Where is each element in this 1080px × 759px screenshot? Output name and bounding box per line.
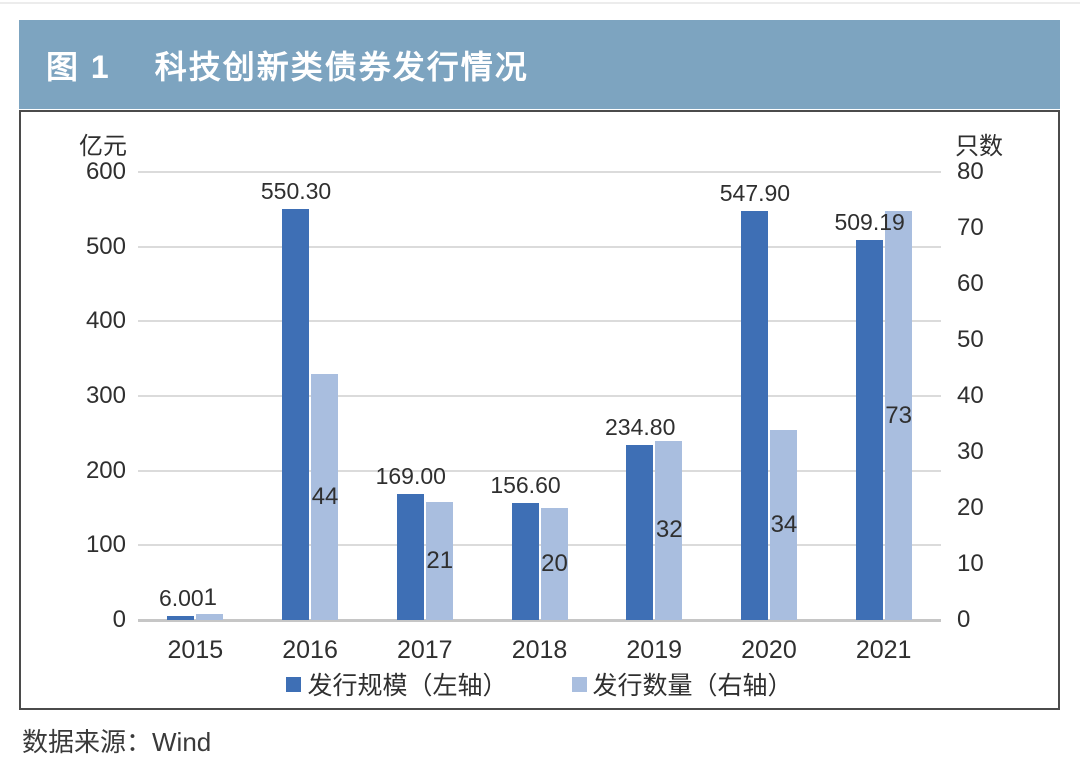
scale-value-label: 156.60 bbox=[490, 472, 561, 499]
plot-area: 亿元 只数 发行规模（左轴） 发行数量（右轴） 0 100 200 300 400 500… bbox=[21, 112, 1058, 708]
count-value-label: 20 bbox=[541, 550, 568, 577]
data-source-note: 数据来源：Wind bbox=[22, 727, 212, 757]
y-right-tick-label: 0 bbox=[957, 606, 971, 633]
bar-scale-2021 bbox=[855, 239, 883, 620]
gridline bbox=[138, 171, 941, 173]
figure-title: 科技创新类债券发行情况 bbox=[154, 48, 529, 85]
y-right-tick-label: 70 bbox=[957, 214, 984, 241]
legend-label-count: 发行数量（右轴） bbox=[592, 672, 793, 700]
y-left-tick-label: 500 bbox=[85, 232, 126, 260]
x-axis-label: 2017 bbox=[396, 636, 453, 664]
y-right-tick-label: 20 bbox=[957, 494, 984, 521]
gridline bbox=[138, 245, 941, 248]
y-left-tick-label: 0 bbox=[112, 606, 126, 633]
scale-value-label: 234.80 bbox=[605, 413, 676, 440]
x-axis-baseline bbox=[138, 619, 941, 622]
y-left-tick-label: 100 bbox=[85, 531, 126, 559]
x-axis-label: 2016 bbox=[282, 636, 338, 664]
y-left-tick-label: 300 bbox=[85, 382, 126, 409]
gridline bbox=[138, 320, 941, 323]
y-right-tick-label: 80 bbox=[957, 158, 984, 185]
bar-scale-2016 bbox=[282, 209, 310, 620]
bar-scale-2018 bbox=[511, 503, 539, 620]
right-axis-unit-label: 只数 bbox=[955, 133, 1003, 160]
legend-swatch-count bbox=[571, 676, 587, 692]
scale-value-label: 6.00 bbox=[158, 584, 204, 611]
bar-scale-2015 bbox=[167, 615, 195, 620]
y-right-tick-label: 60 bbox=[957, 270, 984, 297]
y-right-tick-label: 10 bbox=[957, 550, 984, 577]
chart-frame: 亿元 只数 发行规模（左轴） 发行数量（右轴） 0 100 200 300 400 500… bbox=[19, 110, 1060, 710]
y-right-tick-label: 30 bbox=[957, 438, 984, 465]
page-top-rule bbox=[0, 2, 1080, 4]
bar-count-2021 bbox=[884, 211, 912, 620]
count-value-label: 73 bbox=[885, 401, 912, 429]
y-right-tick-label: 40 bbox=[957, 382, 984, 409]
count-value-label: 44 bbox=[311, 482, 339, 510]
x-axis-label: 2021 bbox=[855, 636, 912, 664]
y-left-tick-label: 400 bbox=[85, 307, 126, 335]
bar-scale-2017 bbox=[396, 493, 424, 620]
bar-scale-2019 bbox=[626, 444, 654, 620]
scale-value-label: 547.90 bbox=[719, 179, 791, 206]
count-value-label: 32 bbox=[655, 516, 683, 544]
x-axis-label: 2019 bbox=[626, 636, 683, 664]
figure-title-bar: 图 1 科技创新类债券发行情况 bbox=[19, 20, 1060, 109]
count-value-label: 21 bbox=[426, 547, 454, 575]
gridline bbox=[138, 544, 941, 547]
legend-label-scale: 发行规模（左轴） bbox=[307, 672, 508, 700]
bar-count-2016 bbox=[311, 373, 339, 620]
bar-count-2018 bbox=[540, 508, 568, 620]
legend-swatch-scale bbox=[286, 676, 302, 692]
y-left-tick-label: 200 bbox=[85, 456, 126, 484]
count-value-label: 1 bbox=[203, 584, 218, 612]
x-axis-label: 2018 bbox=[511, 636, 568, 664]
scale-value-label: 509.19 bbox=[834, 208, 905, 235]
gridline bbox=[138, 395, 941, 397]
y-left-tick-label: 600 bbox=[85, 158, 126, 185]
scale-value-label: 550.30 bbox=[260, 178, 332, 205]
x-axis-label: 2015 bbox=[167, 636, 224, 664]
y-right-tick-label: 50 bbox=[957, 326, 984, 353]
count-value-label: 34 bbox=[770, 510, 798, 538]
chart-legend: 发行规模（左轴） 发行数量（右轴） bbox=[21, 666, 1058, 702]
figure-number: 图 1 bbox=[46, 48, 111, 85]
scale-value-label: 169.00 bbox=[375, 462, 446, 489]
gridline bbox=[138, 469, 941, 472]
bar-count-2015 bbox=[196, 614, 224, 620]
legend-item-scale: 发行规模（左轴） bbox=[286, 666, 508, 702]
bar-scale-2020 bbox=[740, 210, 768, 620]
bar-count-2019 bbox=[655, 440, 683, 620]
left-axis-unit-label: 亿元 bbox=[79, 133, 127, 160]
x-axis-label: 2020 bbox=[741, 636, 797, 664]
bar-count-2020 bbox=[769, 429, 797, 620]
bar-count-2017 bbox=[425, 502, 453, 620]
legend-item-count: 发行数量（右轴） bbox=[571, 666, 793, 702]
